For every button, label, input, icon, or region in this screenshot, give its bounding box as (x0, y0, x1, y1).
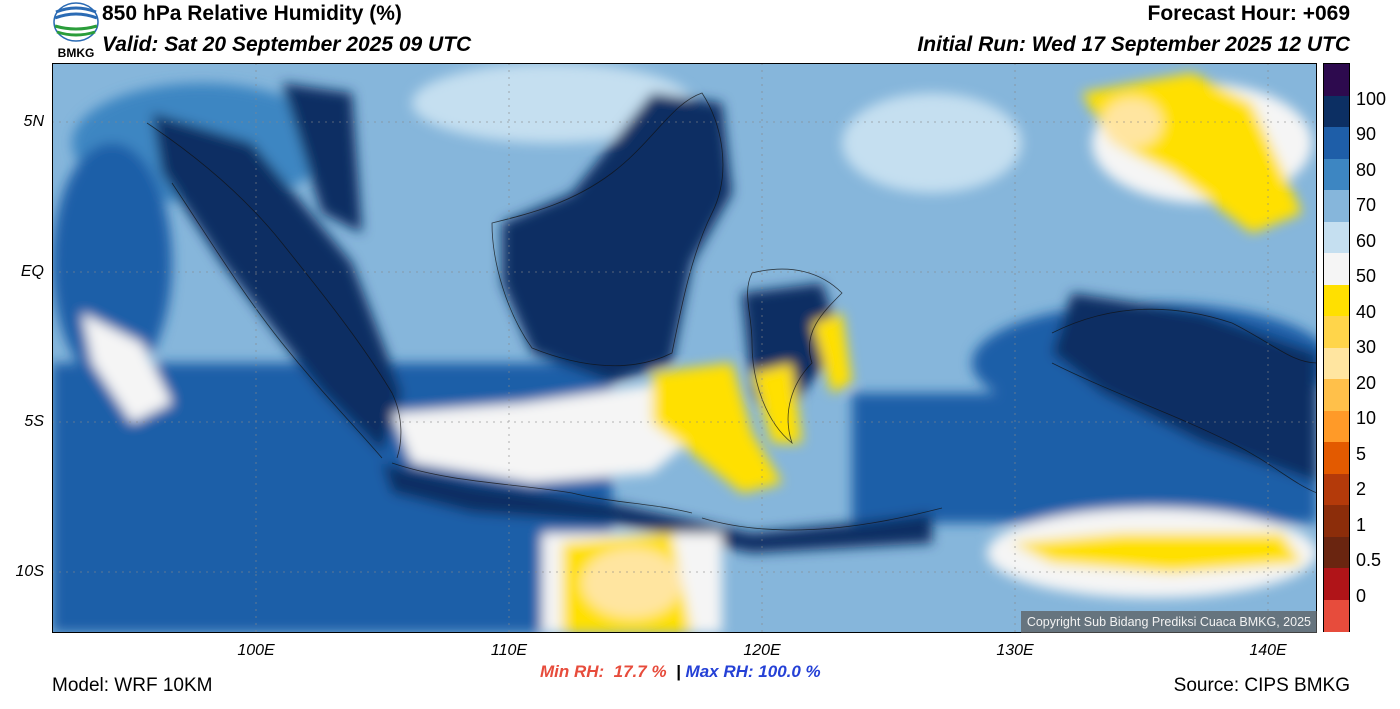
colorbar-segment (1324, 127, 1349, 159)
lon-label-130e: 130E (996, 642, 1034, 659)
lat-label-5n: 5N (23, 113, 44, 130)
colorbar-segment (1324, 442, 1349, 474)
colorbar (1323, 63, 1350, 632)
valid-time: Valid: Sat 20 September 2025 09 UTC (102, 33, 472, 56)
colorbar-segment (1324, 536, 1349, 569)
colorbar-label: 60 (1356, 231, 1377, 251)
humidity-map: Copyright Sub Bidang Prediksi Cuaca BMKG… (52, 63, 1317, 633)
lon-label-110e: 110E (490, 642, 528, 659)
bmkg-logo-icon: BMKG (52, 2, 100, 60)
colorbar-label: 0 (1356, 586, 1367, 606)
colorbar-segment (1324, 158, 1349, 191)
colorbar-label: 70 (1356, 195, 1377, 215)
copyright-label: Copyright Sub Bidang Prediksi Cuaca BMKG… (1020, 611, 1317, 633)
lon-label-100e: 100E (237, 642, 275, 659)
initial-run: Initial Run: Wed 17 September 2025 12 UT… (917, 33, 1350, 56)
forecast-hour: Forecast Hour: +069 (1147, 2, 1351, 25)
colorbar-label: 40 (1356, 302, 1377, 322)
colorbar-label: 90 (1356, 124, 1377, 144)
logo-text: BMKG (58, 46, 95, 60)
lat-label-eq: EQ (20, 263, 44, 280)
colorbar-segment (1324, 379, 1349, 411)
colorbar-label: 2 (1356, 479, 1367, 499)
colorbar-label: 80 (1356, 160, 1377, 180)
colorbar-label: 10 (1356, 408, 1377, 428)
colorbar-label: 0.5 (1356, 550, 1382, 570)
colorbar-segment (1324, 253, 1349, 285)
max-rh: Max RH: 100.0 % (685, 662, 821, 681)
colorbar-label: 50 (1356, 266, 1377, 286)
colorbar-segment (1324, 473, 1349, 506)
colorbar-segment (1324, 221, 1349, 254)
colorbar-segment (1324, 347, 1349, 380)
colorbar-segment (1324, 505, 1349, 537)
colorbar-segment (1324, 568, 1349, 600)
colorbar-segment (1324, 190, 1349, 222)
colorbar-label: 5 (1356, 444, 1367, 464)
lon-label-140e: 140E (1249, 642, 1287, 659)
colorbar-segment (1324, 410, 1349, 443)
lat-label-5s: 5S (24, 413, 44, 430)
colorbar-label: 20 (1356, 373, 1377, 393)
humidity-map-graphic (52, 63, 1317, 633)
lon-label-120e: 120E (743, 642, 781, 659)
lat-label-10s: 10S (15, 563, 44, 580)
colorbar-segment (1324, 284, 1349, 317)
colorbar-segment (1324, 599, 1349, 632)
colorbar-segment (1324, 316, 1349, 348)
source-label: Source: CIPS BMKG (1173, 675, 1350, 696)
min-rh: Min RH: 17.7 % (540, 662, 667, 681)
colorbar-segment (1324, 95, 1349, 128)
chart-title: 850 hPa Relative Humidity (%) (102, 2, 402, 25)
model-label: Model: WRF 10KM (52, 675, 213, 696)
colorbar-label: 30 (1356, 337, 1377, 357)
colorbar-segment (1324, 64, 1349, 96)
colorbar-label: 1 (1356, 515, 1367, 535)
stats-separator: | (676, 662, 681, 681)
rh-stats: Min RH: 17.7 % | Max RH: 100.0 % (540, 662, 821, 682)
colorbar-label: 100 (1356, 89, 1387, 109)
